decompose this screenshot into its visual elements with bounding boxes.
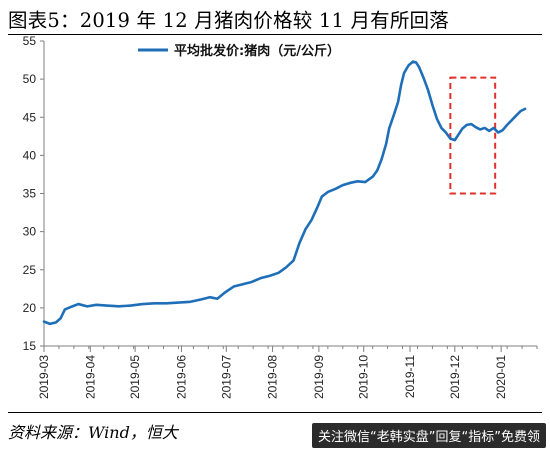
- chart-series: [42, 60, 527, 326]
- line-chart: 15 20 25 30 35 40 45 50 55 2019-03 2019-04 2019-05 2…: [23, 36, 538, 399]
- y-tick-label: 45: [23, 110, 37, 124]
- series-line: [42, 60, 527, 326]
- y-tick-label: 55: [23, 36, 37, 48]
- x-tick-label: 2019-11: [403, 355, 417, 398]
- y-tick-label: 25: [23, 263, 37, 277]
- x-tick-label: 2019-06: [174, 355, 188, 399]
- highlight-box: [449, 76, 497, 195]
- x-tick-label: 2019-07: [219, 355, 233, 399]
- title-rule: [8, 34, 542, 35]
- x-tick-label: 2019-10: [357, 355, 371, 399]
- y-tick-label: 30: [23, 225, 37, 239]
- x-tick-label: 2019-08: [266, 355, 280, 399]
- watermark-banner: 关注微信“老韩实盘”回复“指标”免费领: [312, 423, 546, 448]
- legend-label: 平均批发价:猪肉（元/公斤）: [174, 43, 340, 59]
- y-tick-label: 20: [23, 301, 37, 315]
- x-tick-label: 2020-01: [494, 355, 508, 399]
- x-tick-label: 2019-12: [448, 355, 462, 399]
- chart-legend: 平均批发价:猪肉（元/公斤）: [138, 43, 340, 59]
- source-note: 资料来源：Wind，恒大: [8, 423, 178, 442]
- x-tick-label: 2019-09: [312, 355, 326, 399]
- x-tick-label: 2019-05: [128, 355, 142, 399]
- x-tick-label: 2019-04: [83, 355, 97, 399]
- x-tick-label: 2019-03: [37, 355, 51, 399]
- figure-title: 图表5：2019 年 12 月猪肉价格较 11 月有所回落: [8, 9, 449, 32]
- chart-axes: 15 20 25 30 35 40 45 50 55 2019-03 2019-04 2019-05 2…: [23, 36, 538, 399]
- y-tick-label: 35: [23, 187, 37, 201]
- y-tick-label: 15: [23, 339, 37, 353]
- y-tick-label: 50: [23, 72, 37, 86]
- source-rule: [8, 412, 542, 413]
- chart-annotations: [449, 76, 497, 195]
- y-tick-label: 40: [23, 148, 37, 162]
